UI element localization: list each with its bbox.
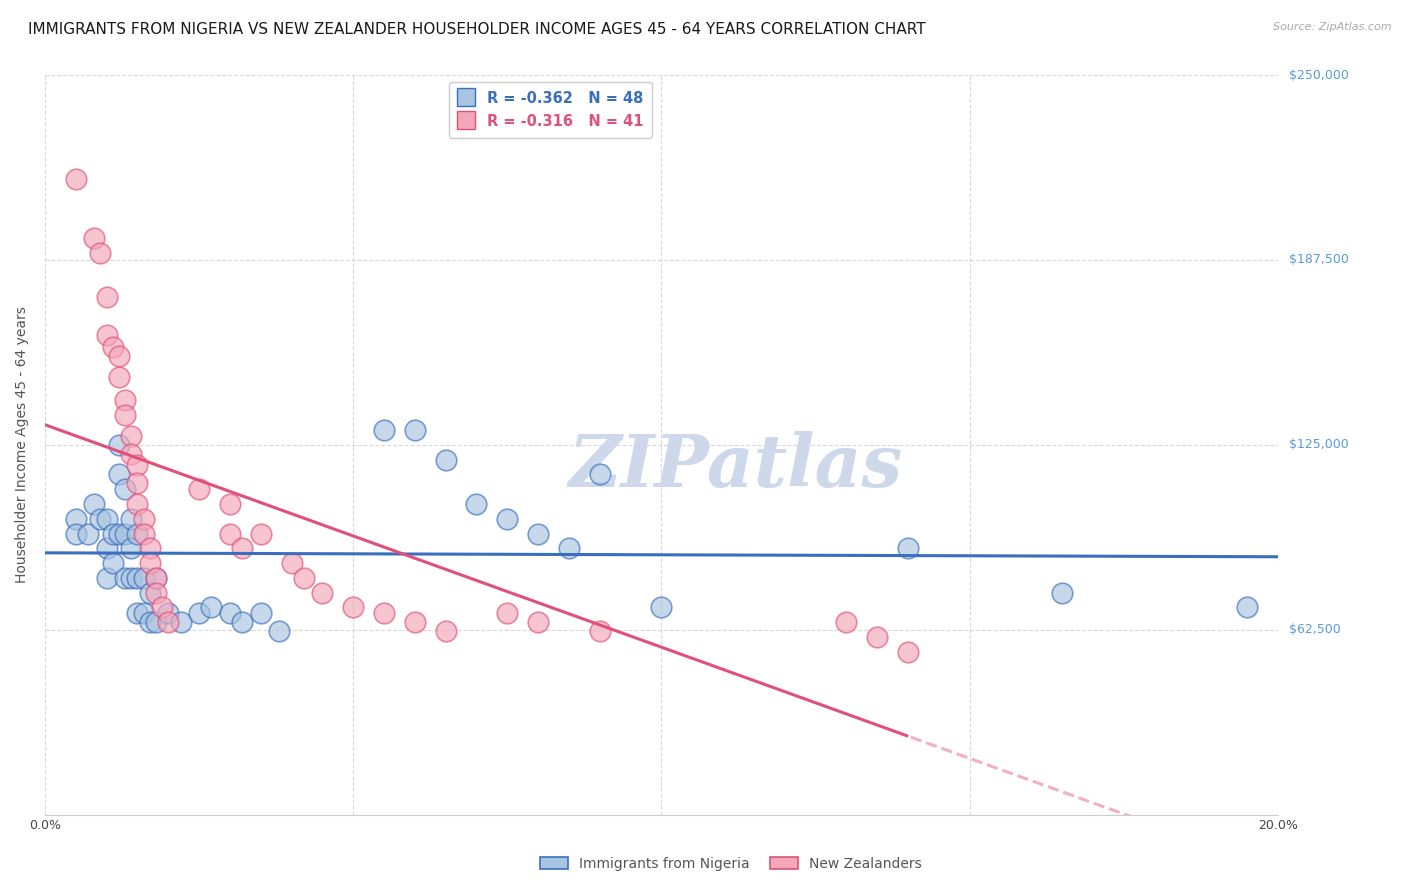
Point (145, 571, 167, 585)
Text: $62,500: $62,500 (1289, 624, 1341, 636)
Point (219, 607, 242, 621)
Point (404, 423, 426, 437)
Point (589, 624, 612, 639)
Point (139, 556, 162, 570)
Point (96, 328, 118, 343)
Point (249, 607, 271, 621)
Text: Source: ZipAtlas.com: Source: ZipAtlas.com (1274, 22, 1392, 32)
Point (188, 482, 211, 496)
Point (897, 645, 920, 659)
Text: $125,000: $125,000 (1289, 438, 1348, 451)
Point (496, 607, 519, 621)
Point (96, 541, 118, 556)
Legend: Immigrants from Nigeria, New Zealanders: Immigrants from Nigeria, New Zealanders (534, 851, 928, 876)
Text: ZIPatlas: ZIPatlas (568, 432, 903, 502)
Point (96, 571, 118, 585)
Point (280, 556, 302, 570)
Point (96, 512, 118, 526)
Point (120, 512, 142, 526)
Text: $250,000: $250,000 (1289, 69, 1348, 81)
Point (150, 600, 173, 615)
Point (120, 429, 142, 443)
Point (120, 541, 142, 556)
Point (114, 571, 136, 585)
Point (200, 600, 222, 615)
Point (114, 408, 136, 422)
Point (527, 526, 550, 541)
Legend: R = -0.362   N = 48, R = -0.316   N = 41: R = -0.362 N = 48, R = -0.316 N = 41 (449, 82, 652, 138)
Point (145, 615, 167, 630)
Point (527, 615, 550, 630)
Point (65, 171, 87, 186)
Point (120, 571, 142, 585)
Point (120, 447, 142, 461)
Point (157, 615, 180, 630)
Point (132, 607, 155, 621)
Point (65, 526, 87, 541)
Point (269, 624, 291, 639)
Point (65, 512, 87, 526)
Point (188, 607, 211, 621)
Point (127, 571, 149, 585)
Point (139, 585, 162, 599)
Point (108, 438, 131, 452)
Point (77, 526, 100, 541)
Point (1050, 585, 1073, 599)
Point (835, 615, 858, 630)
Point (231, 541, 253, 556)
Y-axis label: Householder Income Ages 45 - 64 years: Householder Income Ages 45 - 64 years (15, 306, 30, 583)
Point (169, 615, 191, 630)
Point (219, 497, 242, 511)
Point (132, 571, 155, 585)
Point (589, 467, 612, 482)
Point (108, 369, 131, 384)
Point (650, 600, 672, 615)
Point (558, 541, 581, 556)
Point (249, 526, 271, 541)
Text: IMMIGRANTS FROM NIGERIA VS NEW ZEALANDER HOUSEHOLDER INCOME AGES 45 - 64 YEARS C: IMMIGRANTS FROM NIGERIA VS NEW ZEALANDER… (28, 22, 925, 37)
Point (108, 349, 131, 363)
Point (114, 526, 136, 541)
Point (434, 452, 457, 467)
Point (101, 556, 124, 570)
Point (292, 571, 315, 585)
Point (96, 290, 118, 304)
Point (132, 512, 155, 526)
Point (434, 624, 457, 639)
Point (157, 607, 180, 621)
Point (231, 615, 253, 630)
Point (101, 526, 124, 541)
Point (342, 600, 364, 615)
Point (83, 497, 105, 511)
Point (373, 423, 395, 437)
Point (127, 607, 149, 621)
Text: $187,500: $187,500 (1289, 253, 1348, 267)
Point (108, 526, 131, 541)
Point (114, 393, 136, 408)
Point (145, 585, 167, 599)
Point (83, 230, 105, 244)
Point (101, 340, 124, 354)
Point (127, 526, 149, 541)
Point (496, 512, 519, 526)
Point (1236, 600, 1258, 615)
Point (404, 615, 426, 630)
Point (139, 541, 162, 556)
Point (132, 526, 155, 541)
Point (139, 615, 162, 630)
Point (89, 512, 111, 526)
Point (897, 541, 920, 556)
Point (114, 482, 136, 496)
Point (145, 571, 167, 585)
Point (219, 526, 242, 541)
Point (89, 245, 111, 260)
Point (108, 467, 131, 482)
Point (127, 458, 149, 473)
Point (465, 497, 488, 511)
Point (866, 630, 889, 644)
Point (127, 497, 149, 511)
Point (373, 607, 395, 621)
Point (127, 476, 149, 491)
Point (311, 585, 333, 599)
